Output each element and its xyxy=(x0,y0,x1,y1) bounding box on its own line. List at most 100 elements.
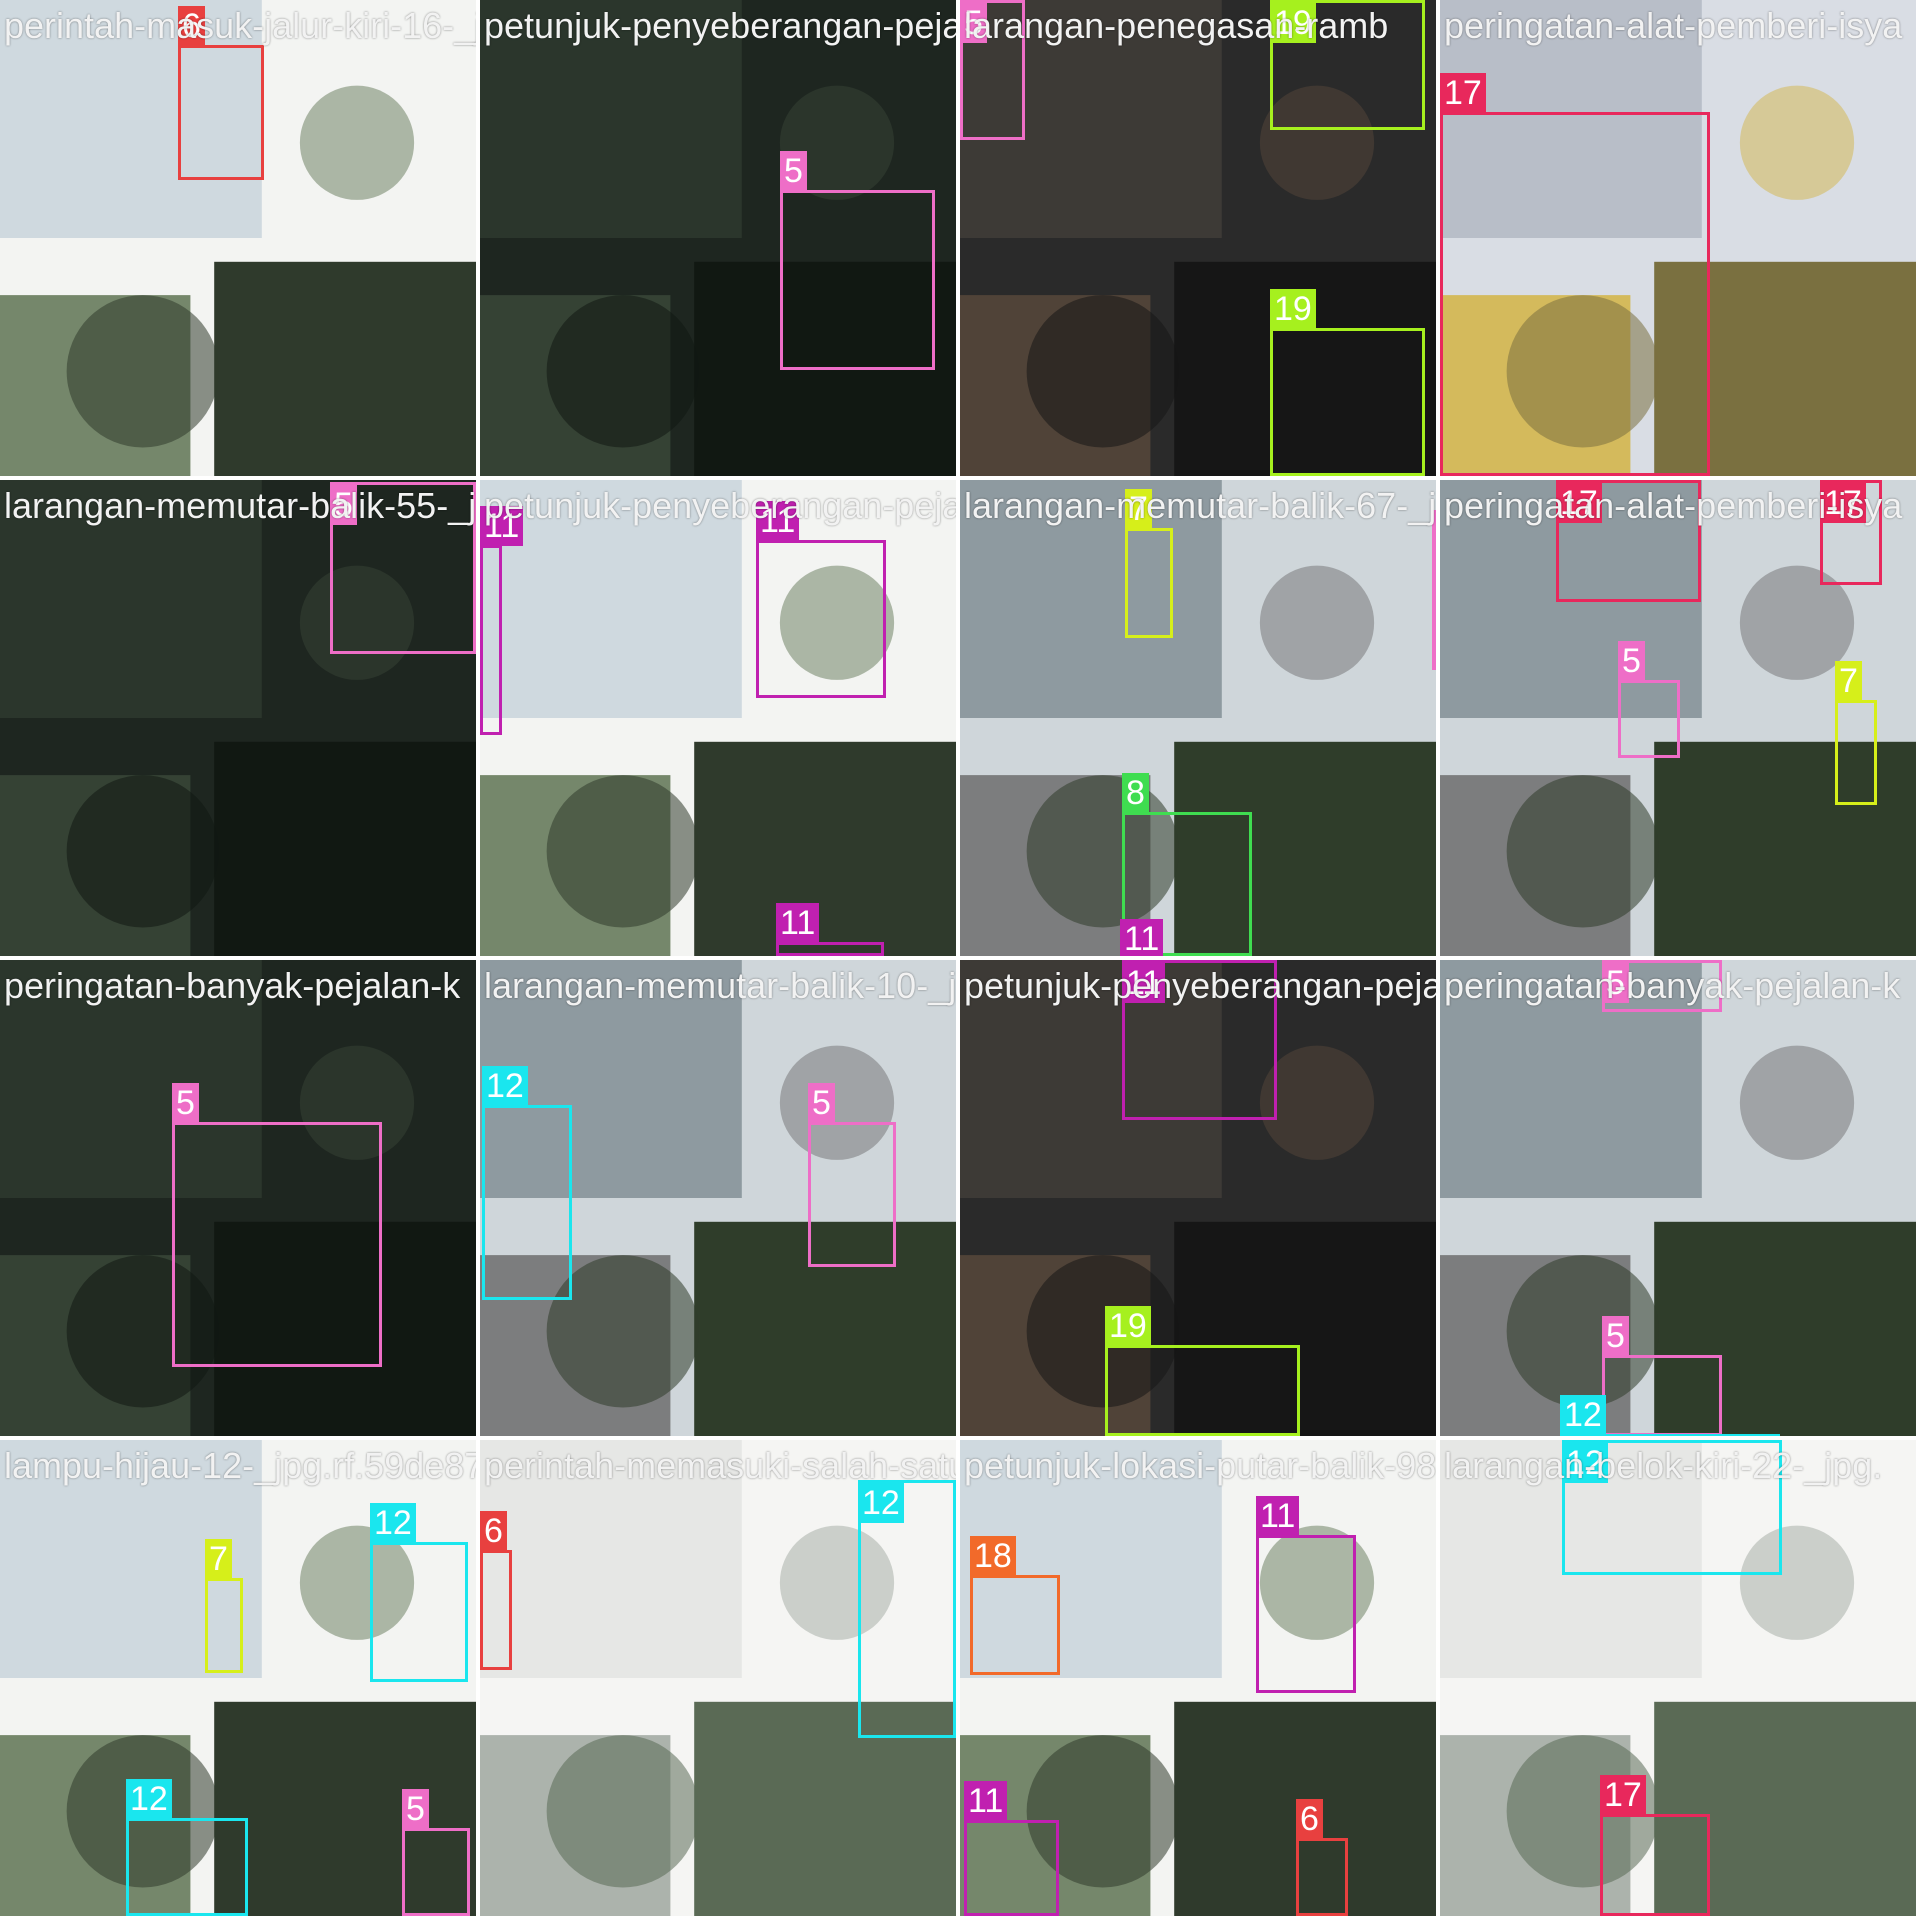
mosaic-tile: 6 12 perintah-memasuki-salah-satu xyxy=(480,1440,956,1916)
class-id-label: 5 xyxy=(172,1083,199,1123)
class-id-label: 12 xyxy=(482,1066,528,1106)
mosaic-tile: 12 17 larangan-belok-kiri-22-_jpg. xyxy=(1440,1440,1916,1916)
detection-box: 11 xyxy=(756,501,886,698)
tile-filename: larangan-belok-kiri-22-_jpg. xyxy=(1444,1445,1883,1486)
detection-box: 17 xyxy=(1820,480,1882,585)
detection-box: 12 xyxy=(858,1480,956,1738)
class-id-label: 5 xyxy=(1618,641,1645,681)
class-id-label: 5 xyxy=(960,3,987,43)
tile-filename: larangan-memutar-balik-67-_jpg.rf.659a6 xyxy=(964,485,1436,526)
class-id-label: 18 xyxy=(970,1536,1016,1576)
detection-box: 11 xyxy=(1122,960,1277,1120)
class-id-label: 11 xyxy=(776,903,820,943)
class-id-label: 19 xyxy=(1270,3,1316,43)
detection-box: 19 xyxy=(1270,289,1425,476)
class-id-label: 5 xyxy=(808,1083,835,1123)
class-id-label: 11 xyxy=(1122,963,1166,1003)
detection-box: 6 xyxy=(480,1511,512,1670)
class-id-label: 11 xyxy=(964,1781,1008,1821)
class-id-label: 11 xyxy=(480,506,524,546)
tile-filename: peringatan-banyak-pejalan-k xyxy=(4,965,461,1006)
class-id-label: 6 xyxy=(1296,1799,1323,1839)
class-id-label: 7 xyxy=(205,1539,232,1579)
mosaic-tile: 111111petunjuk-penyeberangan-pejalan-kak… xyxy=(480,480,956,956)
mosaic-tile: 7 5 8 11 larangan-memutar-balik-67-_jpg.rf.6… xyxy=(960,480,1436,956)
tile-filename: larangan-penegasan-ramb xyxy=(964,5,1389,46)
mosaic-tile: 17 peringatan-alat-pemberi-isya xyxy=(1440,0,1916,476)
class-id-label: 5 xyxy=(780,151,807,191)
class-id-label: 6 xyxy=(480,1511,507,1551)
detection-box: 5 xyxy=(172,1083,382,1367)
tile-filename: perintah-masuk-jalur-kiri-16-_jpg.rf.57 xyxy=(4,5,476,46)
detection-box: 18 xyxy=(970,1536,1060,1675)
class-id-label: 11 xyxy=(756,501,800,541)
tile-filename: petunjuk-lokasi-putar-balik-98 xyxy=(964,1445,1436,1486)
mosaic-tile: 18 11 11 6 petunjuk-lokasi-putar-balik-98 xyxy=(960,1440,1436,1916)
detection-box: 5 xyxy=(1618,641,1680,758)
class-id-label: 19 xyxy=(1105,1306,1151,1346)
detection-box: 5 xyxy=(1432,510,1436,670)
tile-filename: peringatan-alat-pemberi-isya xyxy=(1444,5,1903,46)
scene-background xyxy=(1440,0,1916,476)
detection-box: 11 xyxy=(964,1781,1059,1916)
detection-box: 5 xyxy=(330,482,476,654)
detection-box: 11 xyxy=(1256,1496,1356,1693)
class-id-label: 12 xyxy=(370,1503,416,1543)
detection-box: 17 xyxy=(1556,480,1701,602)
detection-box: 17 xyxy=(1600,1775,1710,1916)
tile-filename: lampu-hijau-12-_jpg.rf.59de87d0a4c4aa31e xyxy=(4,1445,476,1486)
class-id-label: 17 xyxy=(1556,483,1602,523)
detection-box: 8 xyxy=(1122,773,1252,956)
class-id-label: 12 xyxy=(1562,1443,1608,1483)
scene-background xyxy=(480,480,956,956)
detection-box: 12 xyxy=(482,1066,572,1300)
detection-box: 12 xyxy=(126,1779,248,1916)
class-id-label: 8 xyxy=(1122,773,1149,813)
mosaic-tile: 5 petunjuk-penyeberangan-pejalan-kaki-68 xyxy=(480,0,956,476)
class-id-label: 17 xyxy=(1600,1775,1646,1815)
mosaic-tile: 5 5 12 peringatan-banyak-pejalan-k xyxy=(1440,960,1916,1436)
detection-box: 12 xyxy=(1560,1395,1780,1436)
tile-filename: peringatan-banyak-pejalan-k xyxy=(1444,965,1901,1006)
detection-box: 7 xyxy=(1835,661,1877,805)
detection-box: 6 xyxy=(178,6,264,180)
class-id-label: 5 xyxy=(402,1789,429,1829)
mosaic-tile: 7 12 12 5 lampu-hijau-12-_jpg.rf.59de87d0a4c… xyxy=(0,1440,476,1916)
detection-box: 5 xyxy=(780,151,935,370)
detection-box: 12 xyxy=(370,1503,468,1682)
class-id-label: 17 xyxy=(1440,73,1486,113)
detection-box: 6 xyxy=(1296,1799,1348,1916)
detection-box: 5 xyxy=(1602,1316,1722,1436)
scene-background xyxy=(1440,960,1916,1436)
scene-background xyxy=(1440,1440,1916,1916)
class-id-label: 7 xyxy=(1835,661,1862,701)
class-id-label: 11 xyxy=(1120,919,1164,956)
tile-filename: larangan-memutar-balik-10-_jpg.rf.36758 xyxy=(484,965,956,1006)
detection-box: 12 xyxy=(1562,1440,1782,1575)
detection-box: 5 xyxy=(402,1789,470,1916)
tile-filename: petunjuk-penyeberangan-pejalan-kaki-10 xyxy=(484,485,956,526)
detection-box: 7 xyxy=(1125,489,1173,638)
mosaic-tile: 5 19 19 larangan-penegasan-ramb xyxy=(960,0,1436,476)
detection-box: 5 xyxy=(960,0,1025,140)
detection-box: 19 xyxy=(1105,1306,1300,1436)
class-id-label: 5 xyxy=(1602,1316,1629,1356)
class-id-label: 5 xyxy=(1602,963,1629,1003)
mosaic-tile: 12 5 larangan-memutar-balik-10-_jpg.rf.367… xyxy=(480,960,956,1436)
class-id-label: 12 xyxy=(858,1483,904,1523)
tile-filename: petunjuk-penyeberangan-pejalan-kaki-68 xyxy=(484,5,956,46)
class-id-label: 12 xyxy=(1560,1395,1606,1435)
tile-filename: larangan-memutar-balik-55-_jpg.rf.78 xyxy=(4,485,476,526)
class-id-label: 5 xyxy=(1432,513,1436,553)
scene-background xyxy=(0,0,476,476)
tile-filename: perintah-memasuki-salah-satu xyxy=(484,1445,956,1486)
scene-background xyxy=(480,0,956,476)
class-id-label: 6 xyxy=(178,6,205,46)
mosaic-tile: 5 peringatan-banyak-pejalan-k xyxy=(0,960,476,1436)
detection-box: 7 xyxy=(205,1539,243,1673)
tile-filename: petunjuk-penyeberangan-pejalan-kaki-4 xyxy=(964,965,1436,1006)
class-id-label: 7 xyxy=(1125,489,1152,529)
class-id-label: 17 xyxy=(1820,483,1866,523)
